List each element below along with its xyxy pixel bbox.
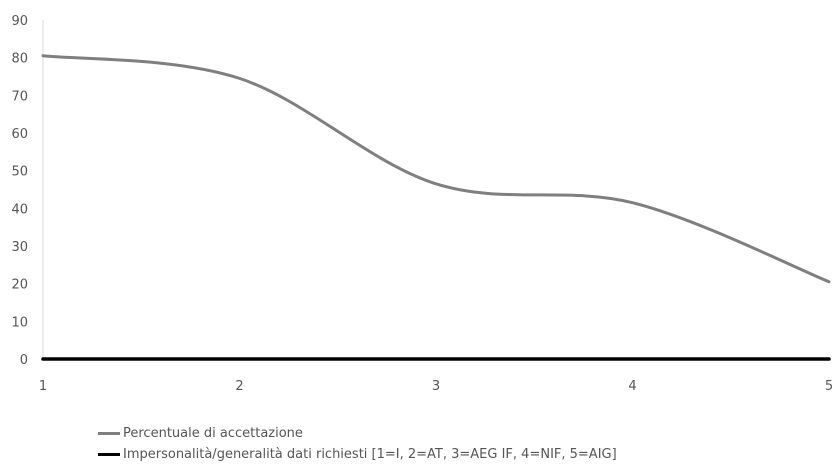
x-tick-label-5: 5 bbox=[825, 379, 833, 394]
x-tick-label-3: 3 bbox=[432, 379, 440, 394]
x-tick-label-4: 4 bbox=[628, 379, 636, 394]
y-tick-label-20: 20 bbox=[11, 278, 28, 293]
y-tick-label-80: 80 bbox=[11, 52, 28, 67]
y-tick-label-50: 50 bbox=[11, 165, 28, 180]
x-axis-labels: 1 2 3 4 5 bbox=[39, 379, 833, 394]
y-axis-labels: 0 10 20 30 40 50 60 70 80 90 bbox=[11, 14, 28, 368]
line-chart: 0 10 20 30 40 50 60 70 80 90 1 2 3 4 5 bbox=[11, 14, 833, 394]
y-tick-label-40: 40 bbox=[11, 202, 28, 217]
legend-item-2: Impersonalità/generalità dati richiesti … bbox=[98, 444, 617, 465]
y-tick-label-30: 30 bbox=[11, 240, 28, 255]
y-tick-label-90: 90 bbox=[11, 14, 28, 29]
x-tick-label-1: 1 bbox=[39, 379, 47, 394]
legend-swatch-2 bbox=[98, 453, 120, 456]
series-lines bbox=[41, 54, 831, 361]
legend-swatch-1 bbox=[98, 432, 120, 435]
x-tick-label-2: 2 bbox=[235, 379, 243, 394]
y-tick-label-10: 10 bbox=[11, 315, 28, 330]
series-line-1 bbox=[41, 54, 831, 284]
legend-label-2: Impersonalità/generalità dati richiesti … bbox=[123, 447, 617, 462]
legend: Percentuale di accettazione Impersonalit… bbox=[98, 423, 617, 465]
y-tick-label-0: 0 bbox=[20, 353, 28, 368]
y-tick-label-60: 60 bbox=[11, 127, 28, 142]
legend-item-1: Percentuale di accettazione bbox=[98, 423, 617, 444]
y-tick-label-70: 70 bbox=[11, 89, 28, 104]
legend-label-1: Percentuale di accettazione bbox=[123, 426, 303, 441]
